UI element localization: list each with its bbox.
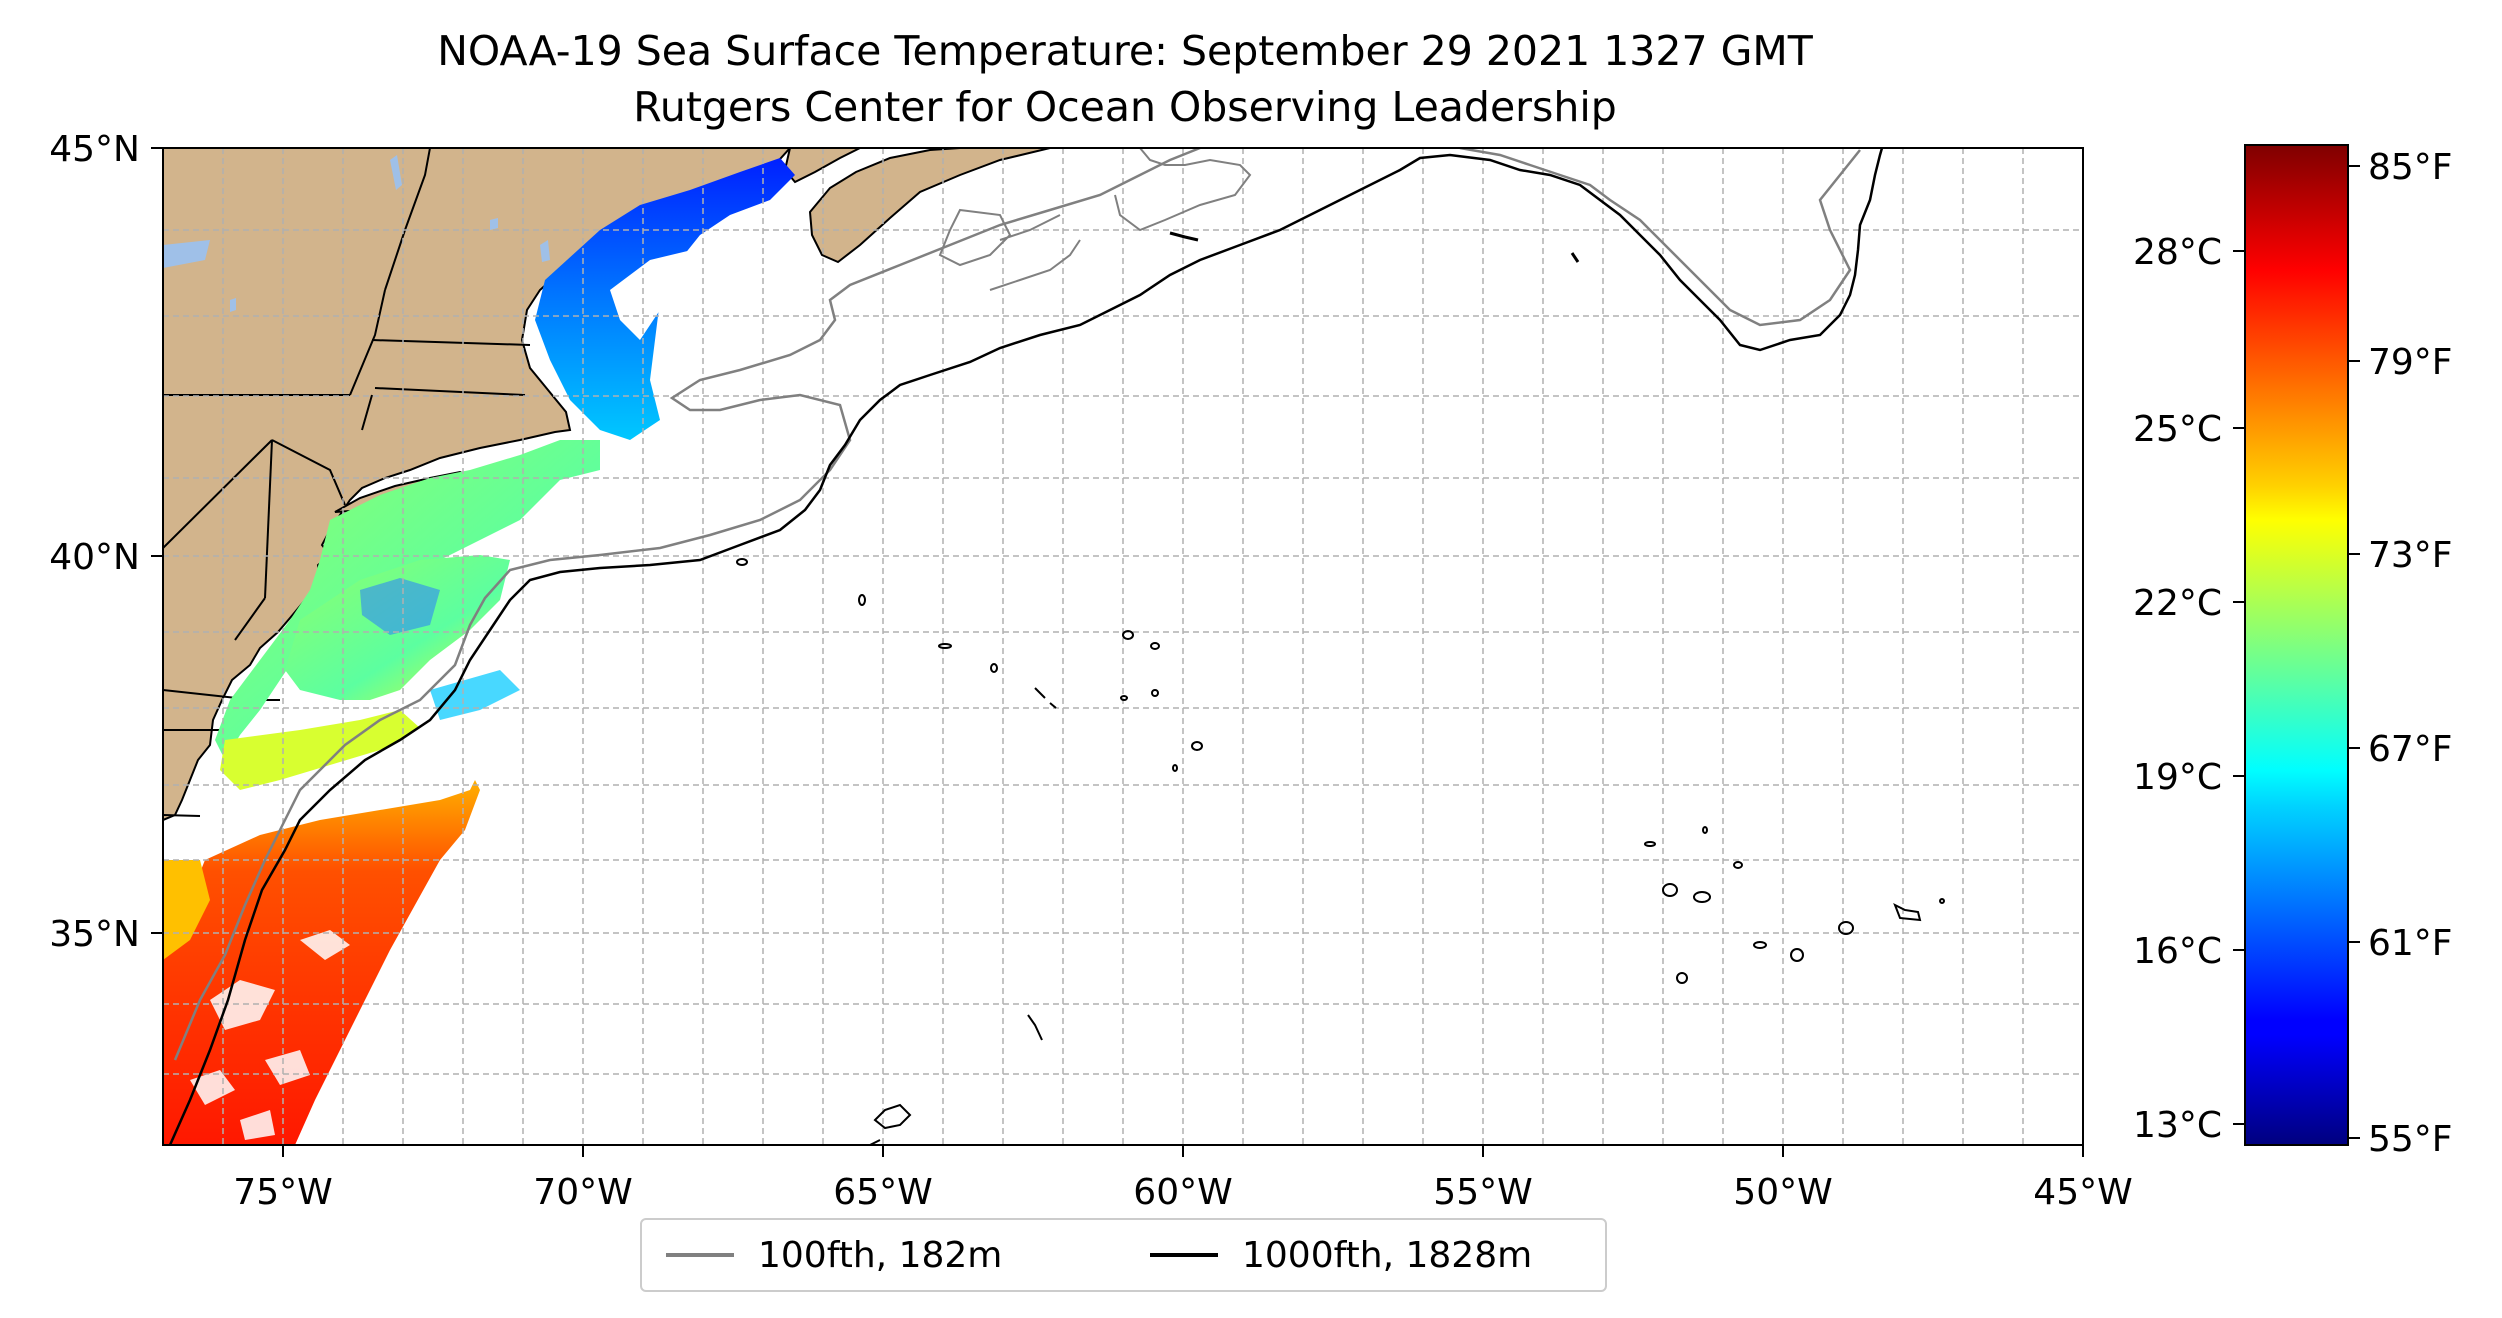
colorbar-celsius-label: 28°C: [2133, 232, 2222, 273]
contour-1000-fathom: [168, 148, 1884, 1145]
axis-ticks: [151, 147, 2084, 1157]
legend-item-1000-fathom: 1000fth, 1828m: [1150, 1220, 1532, 1290]
x-tick-label: 50°W: [1733, 1172, 1832, 1213]
sst-gulf-of-maine-light: [610, 240, 760, 340]
map-panel: 75°W 70°W 65°W 60°W 55°W 50°W 45°W 45°N …: [49, 129, 2132, 1213]
x-tick-label: 70°W: [533, 1172, 632, 1213]
colorbar-celsius-label: 25°C: [2133, 409, 2222, 450]
sst-sc-shelf: [163, 860, 210, 960]
x-tick-label: 55°W: [1433, 1172, 1532, 1213]
x-tick-label: 75°W: [233, 1172, 332, 1213]
legend-label: 100fth, 182m: [758, 1234, 1003, 1276]
sst-shelf-mid: [215, 440, 600, 760]
colorbar-celsius-label: 22°C: [2133, 583, 2222, 624]
sst-gulf-stream: [163, 780, 480, 1145]
legend-label: 1000fth, 1828m: [1242, 1234, 1533, 1276]
y-tick-label: 35°N: [49, 914, 140, 955]
legend-line-black: [1150, 1253, 1218, 1257]
graticule: [163, 148, 2083, 1145]
colorbar-celsius-label: 19°C: [2133, 757, 2222, 798]
x-tick-label: 45°W: [2033, 1172, 2132, 1213]
legend-line-gray: [666, 1253, 734, 1257]
land-nova-scotia: [808, 148, 1051, 264]
colorbar-fahrenheit-label: 67°F: [2368, 729, 2453, 770]
sst-gulf-of-maine: [535, 158, 795, 440]
colorbar-gradient: [2244, 144, 2349, 1146]
sst-data: [163, 158, 795, 1145]
chart-subtitle: Rutgers Center for Ocean Observing Leade…: [633, 83, 1617, 131]
x-tick-label: 65°W: [833, 1172, 932, 1213]
sst-gulf-stream-clouds: [190, 930, 350, 1140]
colorbar-celsius-label: 13°C: [2133, 1105, 2222, 1146]
colorbar-celsius-label: 16°C: [2133, 931, 2222, 972]
colorbar-fahrenheit-label: 55°F: [2368, 1119, 2453, 1160]
legend: 100fth, 182m 1000fth, 1828m: [640, 1218, 1607, 1292]
contour-100-fathom-inner: [938, 148, 1252, 291]
x-tick-label: 60°W: [1133, 1172, 1232, 1213]
y-axis-labels: 45°N 40°N 35°N: [49, 129, 140, 955]
colorbar-fahrenheit-label: 85°F: [2368, 147, 2453, 188]
chart-title: NOAA-19 Sea Surface Temperature: Septemb…: [437, 27, 1813, 75]
sst-va-shelf: [220, 710, 420, 790]
x-axis-labels: 75°W 70°W 65°W 60°W 55°W 50°W 45°W: [233, 1172, 2132, 1213]
colorbar-fahrenheit-label: 79°F: [2368, 342, 2453, 383]
lakes: [163, 155, 550, 312]
legend-item-100-fathom: 100fth, 182m: [666, 1220, 1002, 1290]
contour-100-fathom: [173, 148, 1861, 1061]
y-tick-label: 45°N: [49, 129, 140, 170]
colorbar-fahrenheit-label: 73°F: [2368, 535, 2453, 576]
map-frame: [162, 147, 2084, 1146]
colorbar-fahrenheit-label: 61°F: [2368, 923, 2453, 964]
seamounts: [736, 558, 1945, 1145]
state-borders: [163, 148, 531, 817]
sst-va-offshore: [430, 670, 520, 720]
colorbar: 28°C 25°C 22°C 19°C 16°C 13°C 85°F 79°F …: [2133, 144, 2453, 1160]
sst-cold-patch: [360, 578, 440, 635]
y-tick-label: 40°N: [49, 537, 140, 578]
